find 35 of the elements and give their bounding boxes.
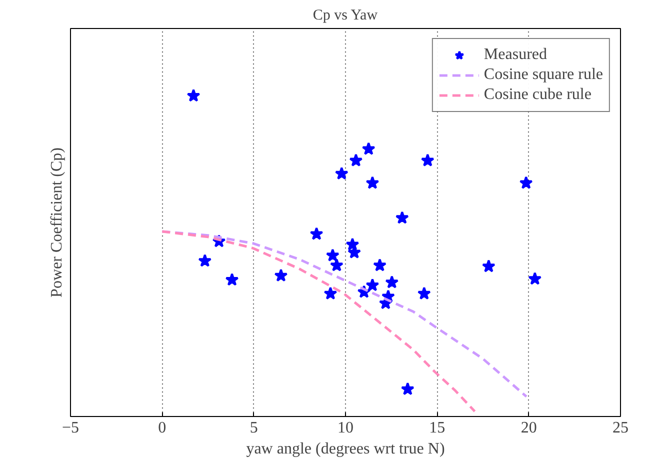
point: [225, 272, 239, 286]
point: [385, 275, 399, 288]
point: [366, 278, 380, 292]
chart-title: Cp vs Yaw: [312, 8, 378, 24]
point: [420, 154, 434, 166]
point: [362, 142, 376, 155]
point: [349, 154, 363, 166]
x-tick-label: −5: [62, 420, 80, 436]
x-tick-label: 5: [250, 420, 258, 436]
point: [198, 254, 212, 267]
x-tick-label: 15: [429, 420, 446, 436]
point: [324, 286, 338, 300]
point: [334, 166, 348, 180]
point: [366, 176, 380, 189]
point: [395, 211, 409, 224]
point: [274, 268, 288, 282]
point: [417, 286, 431, 300]
x-tick-label: 20: [520, 420, 537, 436]
x-axis-title: yaw angle (degrees wrt true N): [246, 440, 445, 458]
y-axis-title: Power Coefficient (Cp): [48, 148, 66, 298]
point: [310, 227, 324, 240]
point: [400, 382, 414, 396]
point: [186, 88, 200, 102]
point: [519, 176, 533, 189]
legend-label: Cosine square rule: [484, 66, 603, 84]
x-tick-label: 10: [338, 420, 354, 436]
point: [528, 272, 542, 285]
legend-label: Cosine cube rule: [484, 86, 592, 104]
point: [326, 248, 340, 262]
x-tick-label: 25: [612, 420, 628, 436]
point: [482, 259, 496, 272]
x-tick-label: 0: [158, 420, 166, 436]
legend-label: Measured: [484, 46, 548, 64]
point: [330, 258, 344, 272]
point: [373, 258, 386, 272]
